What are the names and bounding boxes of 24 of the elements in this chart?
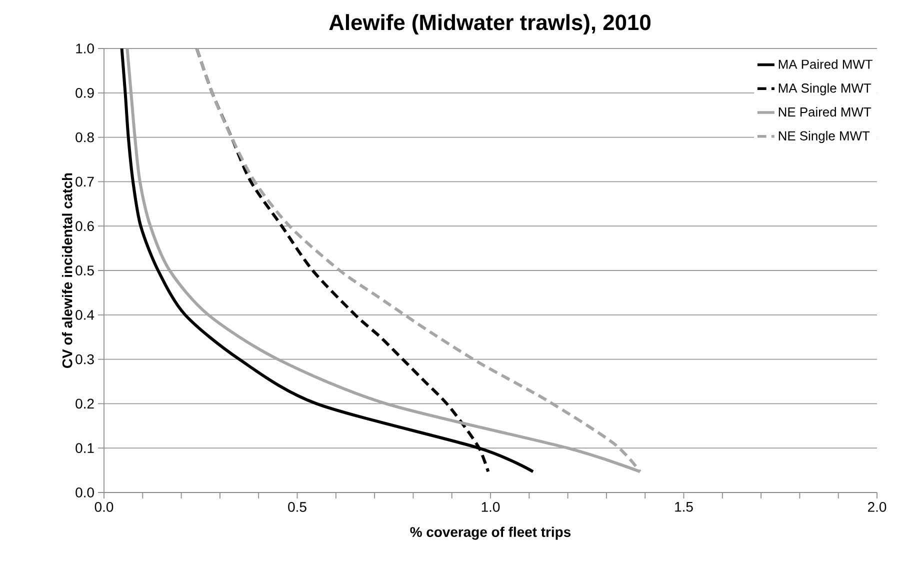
y-tick-label: 0.9	[76, 88, 94, 98]
x-axis-title: % coverage of fleet trips	[410, 526, 571, 540]
y-tick-label: 0.5	[76, 266, 94, 276]
x-tick-label: 1.5	[675, 502, 693, 512]
line-series	[120, 48, 535, 474]
y-tick-label: 0.1	[76, 443, 94, 454]
legend-label: NE Paired MWT	[778, 107, 872, 117]
y-axis-title: CV of alewife incidental catch	[62, 173, 72, 368]
legend-label: MA Single MWT	[778, 83, 872, 96]
x-tick-label: 2.0	[868, 502, 886, 512]
y-tick-label: 0.7	[76, 176, 94, 187]
y-tick-label: 0.6	[76, 221, 94, 232]
y-tick-label: 0.3	[76, 354, 94, 364]
legend-label: MA Paired MWT	[778, 59, 872, 69]
y-tick-label: 1.0	[76, 44, 94, 54]
chart-title: Alewife (Midwater trawls), 2010	[329, 14, 650, 35]
y-tick-label: 0.4	[76, 310, 94, 320]
x-tick-label: 0.0	[94, 502, 114, 512]
y-tick-label: 0.2	[76, 398, 94, 409]
legend-label: NE Single MWT	[778, 130, 870, 144]
x-tick-label: 1.0	[482, 502, 500, 512]
x-tick-label: 0.5	[288, 502, 306, 512]
y-tick-label: 0.0	[76, 488, 94, 498]
y-tick-label: 0.8	[76, 132, 94, 142]
